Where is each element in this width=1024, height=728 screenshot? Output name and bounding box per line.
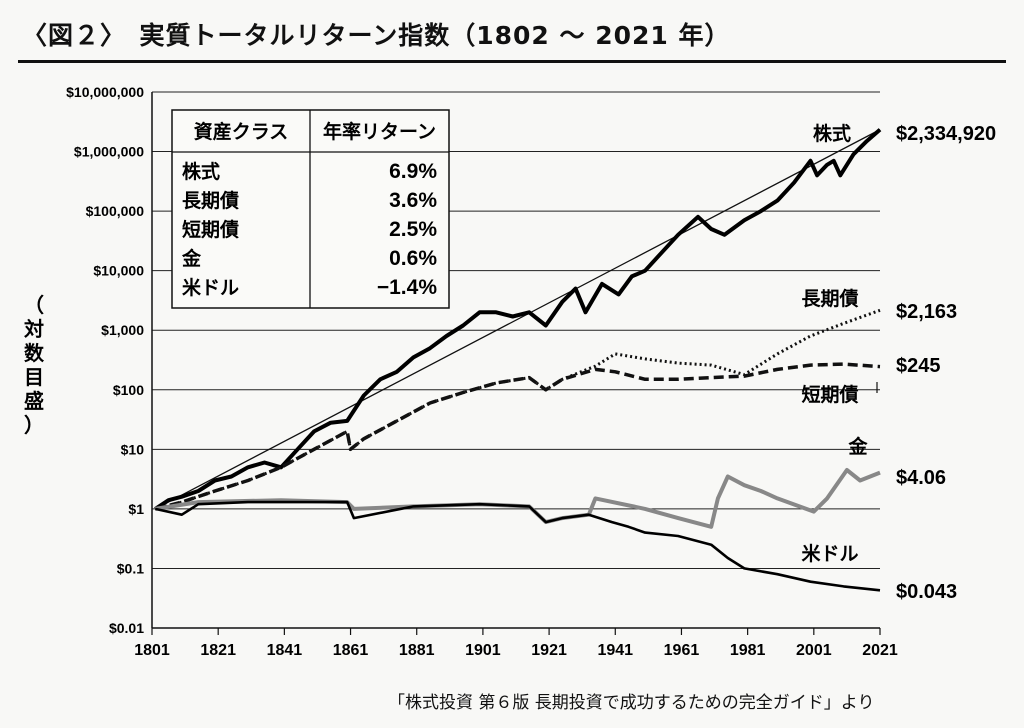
- y-axis-label-char: 目: [24, 367, 44, 389]
- series-line-2: [154, 362, 881, 511]
- table-header-annual-return: 年率リターン: [323, 120, 436, 143]
- x-tick-label: 1821: [200, 642, 236, 659]
- figure-title: 〈図２〉 実質トータルリターン指数（1802 ～ 2021 年）: [22, 21, 731, 50]
- y-axis-label-char: 盛: [24, 389, 44, 413]
- series-name-label: 短期債: [801, 383, 858, 406]
- table-cell-asset: 短期債: [182, 218, 239, 241]
- x-tick-label: 1921: [531, 642, 567, 659]
- table-header-asset-class: 資産クラス: [194, 120, 289, 143]
- x-tick-label: 1841: [267, 642, 303, 659]
- series-end-value-label: $4.06: [896, 467, 946, 489]
- series-line-0: [154, 128, 882, 511]
- table-cell-asset: 長期債: [182, 189, 239, 212]
- series-end-value-label: $2,334,920: [896, 123, 996, 145]
- y-tick-label: $0.01: [109, 620, 144, 636]
- x-tick-label: 1961: [664, 642, 700, 659]
- table-cell-return: 6.9%: [389, 160, 437, 183]
- source-note: 「株式投資 第６版 長期投資で成功するための完全ガイド」より: [388, 693, 875, 713]
- series-end-value-label: $2,163: [896, 301, 957, 323]
- x-tick-label: 1801: [134, 642, 170, 659]
- trend-line: [155, 129, 881, 510]
- y-tick-label: $10: [121, 441, 145, 457]
- table-cell-asset: 株式: [182, 160, 220, 183]
- series-name-label: 金: [847, 435, 868, 458]
- series-name-label: 米ドル: [801, 542, 858, 565]
- table-cell-return: 3.6%: [389, 189, 437, 212]
- series-line-3: [154, 468, 881, 529]
- x-tick-label: 1981: [730, 642, 766, 659]
- table-cell-asset: 金: [181, 247, 202, 270]
- x-tick-label: 2021: [862, 642, 898, 659]
- y-tick-label: $1,000,000: [74, 144, 144, 160]
- y-tick-label: $1: [128, 501, 144, 517]
- table-cell-return: 0.6%: [389, 247, 437, 270]
- series-line-4: [155, 500, 881, 592]
- x-tick-label: 1881: [399, 642, 435, 659]
- table-cell-return: 2.5%: [389, 218, 437, 241]
- title-rule: [18, 60, 1006, 63]
- x-tick-label: 1941: [597, 642, 633, 659]
- y-tick-label: $0.1: [117, 560, 144, 576]
- series-name-label: 株式: [813, 122, 851, 145]
- table-cell-asset: 米ドル: [182, 276, 239, 299]
- y-tick-label: $10,000,000: [66, 84, 144, 100]
- series-end-value-label: $0.043: [896, 581, 957, 603]
- series-end-value-label: $245: [896, 355, 941, 377]
- x-tick-label: 1901: [465, 642, 501, 659]
- y-tick-label: $10,000: [93, 263, 144, 279]
- x-tick-label: 1861: [333, 642, 369, 659]
- table-cell-return: −1.4%: [377, 276, 437, 299]
- y-axis-label-char: ）: [24, 414, 44, 437]
- series-line-1: [154, 308, 881, 511]
- x-tick-label: 2001: [796, 642, 832, 659]
- y-axis-label-char: 対: [23, 318, 44, 341]
- series-name-label: 長期債: [801, 287, 858, 310]
- y-axis-label-char: （: [24, 294, 44, 317]
- y-axis-label-char: 数: [24, 341, 45, 365]
- y-tick-label: $1,000: [101, 322, 144, 338]
- y-tick-label: $100,000: [86, 203, 145, 219]
- y-tick-label: $100: [113, 382, 144, 398]
